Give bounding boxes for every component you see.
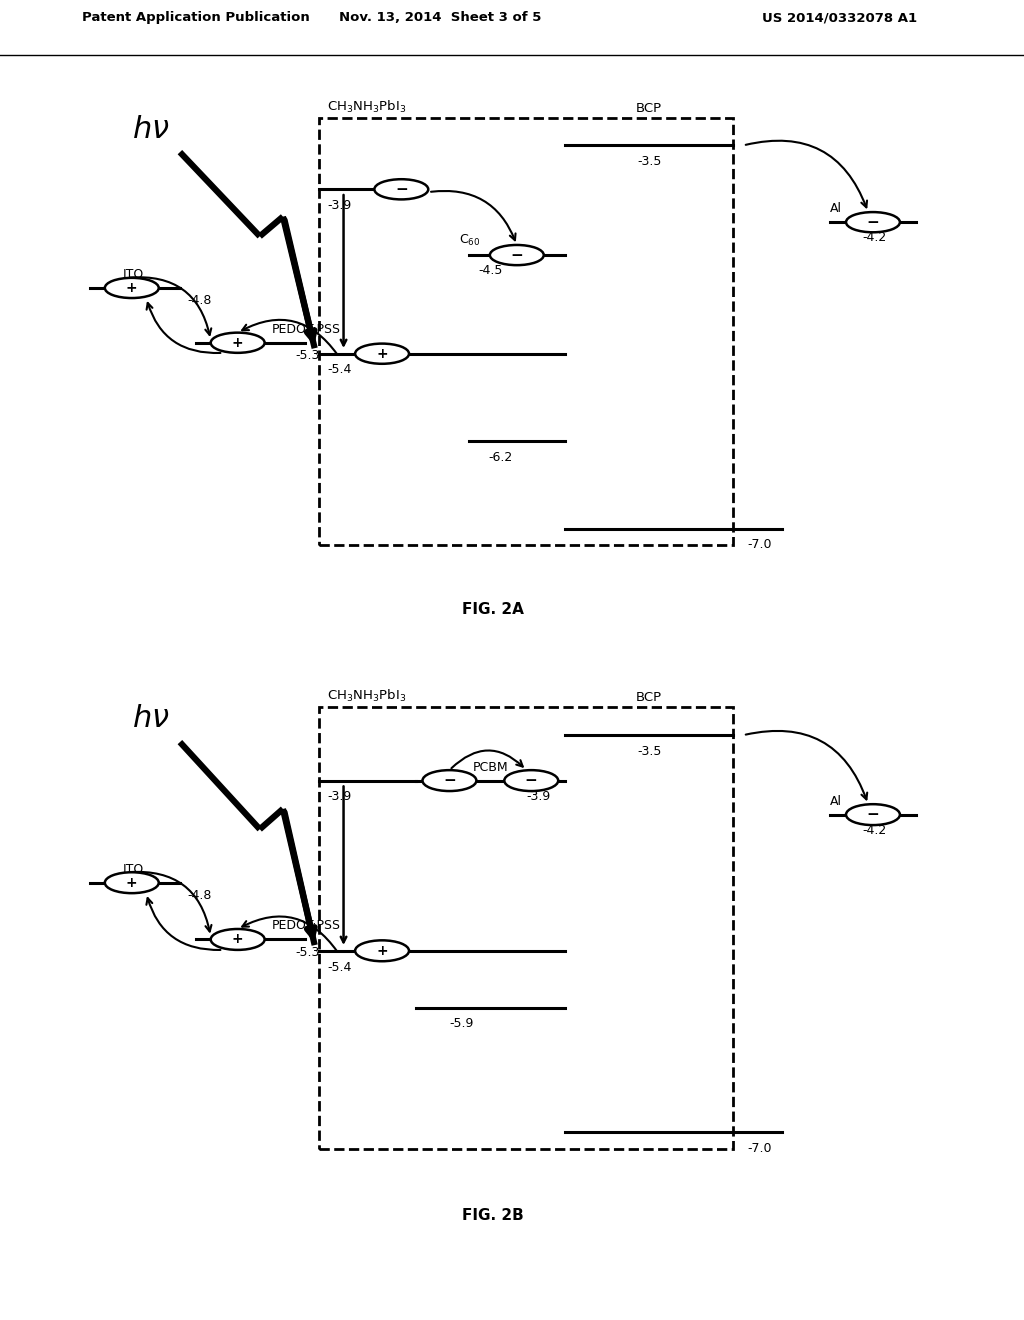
Text: +: + [126, 281, 137, 294]
Text: −: − [395, 182, 408, 197]
Text: PEDOT:PSS: PEDOT:PSS [271, 323, 340, 337]
Text: −: − [866, 807, 880, 822]
Text: +: + [376, 347, 388, 360]
Text: PCBM: PCBM [472, 760, 508, 774]
Text: -7.0: -7.0 [748, 539, 772, 552]
Ellipse shape [375, 180, 428, 199]
Text: $\mathrm{CH_3NH_3PbI_3}$: $\mathrm{CH_3NH_3PbI_3}$ [328, 688, 407, 704]
Text: US 2014/0332078 A1: US 2014/0332078 A1 [762, 12, 918, 24]
Text: -4.8: -4.8 [187, 294, 212, 306]
Text: $h\nu$: $h\nu$ [132, 705, 170, 734]
Text: -3.9: -3.9 [526, 791, 551, 804]
Text: -4.2: -4.2 [863, 231, 887, 244]
Bar [319, 117, 733, 545]
Text: −: − [510, 248, 523, 263]
Text: -6.2: -6.2 [488, 450, 512, 463]
Text: ITO: ITO [123, 268, 144, 281]
Text: -3.5: -3.5 [637, 154, 662, 168]
Ellipse shape [489, 246, 544, 265]
Ellipse shape [504, 770, 558, 791]
Text: +: + [376, 944, 388, 958]
Ellipse shape [846, 213, 900, 232]
Text: -3.9: -3.9 [328, 198, 351, 211]
Text: −: − [525, 774, 538, 788]
Text: FIG. 2B: FIG. 2B [462, 1208, 523, 1222]
Text: -3.9: -3.9 [328, 791, 351, 804]
Text: $\mathrm{CH_3NH_3PbI_3}$: $\mathrm{CH_3NH_3PbI_3}$ [328, 99, 407, 115]
Ellipse shape [423, 770, 476, 791]
Text: -7.0: -7.0 [748, 1142, 772, 1155]
Text: BCP: BCP [636, 690, 663, 704]
Text: +: + [126, 875, 137, 890]
Text: BCP: BCP [636, 102, 663, 115]
Ellipse shape [104, 873, 159, 894]
Text: -5.4: -5.4 [328, 363, 351, 376]
Text: -5.4: -5.4 [328, 961, 351, 974]
Text: −: − [443, 774, 456, 788]
Text: -4.8: -4.8 [187, 888, 212, 902]
Ellipse shape [104, 277, 159, 298]
Text: +: + [231, 932, 244, 946]
Text: Nov. 13, 2014  Sheet 3 of 5: Nov. 13, 2014 Sheet 3 of 5 [339, 12, 542, 24]
Text: $\mathrm{C_{60}}$: $\mathrm{C_{60}}$ [459, 234, 480, 248]
Text: −: − [866, 215, 880, 230]
Text: -5.3: -5.3 [295, 348, 319, 362]
Text: FIG. 2A: FIG. 2A [462, 602, 523, 616]
Text: -4.5: -4.5 [478, 264, 503, 277]
Text: Al: Al [829, 795, 842, 808]
Text: -5.3: -5.3 [295, 945, 319, 958]
Text: -3.5: -3.5 [637, 744, 662, 758]
Text: PEDOT:PSS: PEDOT:PSS [271, 920, 340, 932]
Text: $h\nu$: $h\nu$ [132, 115, 170, 144]
Ellipse shape [355, 940, 409, 961]
Ellipse shape [211, 333, 264, 352]
Text: Patent Application Publication: Patent Application Publication [82, 12, 309, 24]
Text: -4.2: -4.2 [863, 825, 887, 837]
Text: Al: Al [829, 202, 842, 215]
Ellipse shape [355, 343, 409, 364]
Text: -5.9: -5.9 [450, 1018, 474, 1031]
Text: ITO: ITO [123, 863, 144, 875]
Text: +: + [231, 335, 244, 350]
Bar [319, 706, 733, 1150]
Ellipse shape [846, 804, 900, 825]
Ellipse shape [211, 929, 264, 950]
